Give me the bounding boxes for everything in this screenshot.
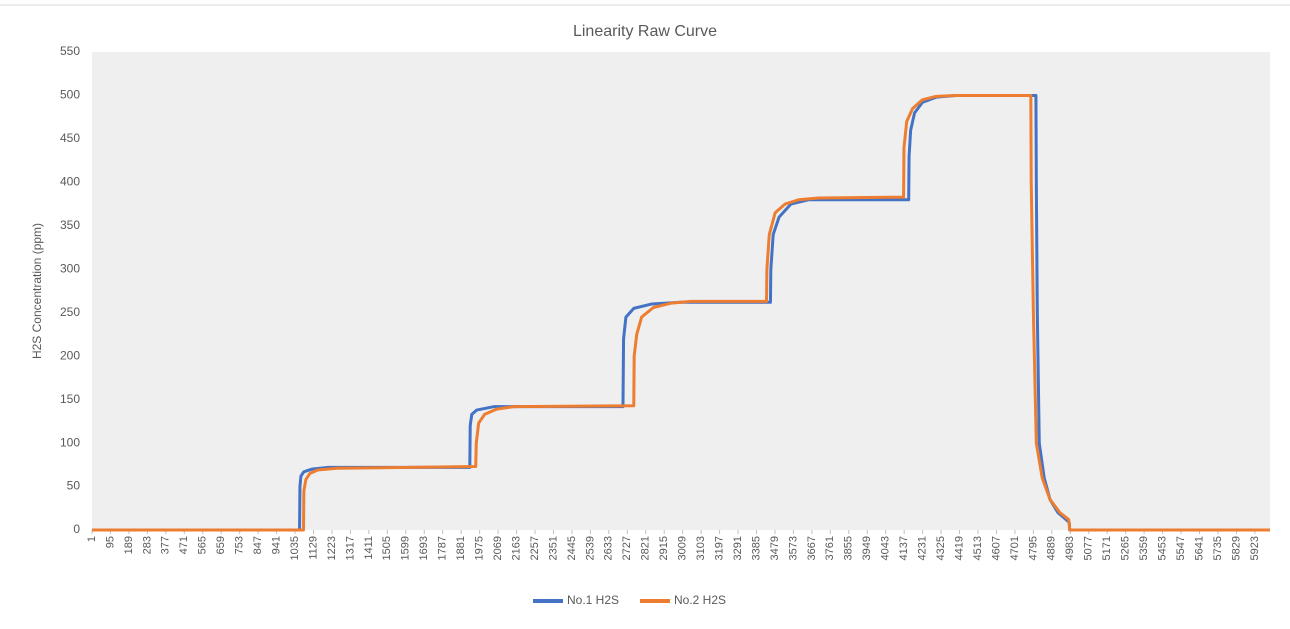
- x-tick-label: 4607: [990, 536, 1002, 560]
- x-tick-label: 4513: [972, 536, 984, 560]
- x-tick-label: 3667: [806, 536, 818, 560]
- plot-area: [92, 52, 1270, 530]
- y-tick-label: 550: [60, 44, 80, 58]
- x-tick-label: 5171: [1101, 536, 1113, 560]
- legend-label: No.1 H2S: [567, 593, 619, 607]
- x-tick-label: 1129: [307, 536, 319, 560]
- x-tick-label: 1599: [400, 536, 412, 560]
- x-tick-label: 941: [270, 536, 282, 554]
- x-tick-label: 377: [160, 536, 172, 554]
- x-tick-label: 189: [123, 536, 135, 554]
- x-tick-label: 5077: [1083, 536, 1095, 560]
- x-tick-label: 2069: [492, 536, 504, 560]
- x-tick-label: 2257: [529, 536, 541, 560]
- x-tick-label: 4419: [953, 536, 965, 560]
- y-tick-label: 150: [60, 392, 80, 406]
- x-tick-label: 471: [178, 536, 190, 554]
- x-tick-label: 2163: [510, 536, 522, 560]
- x-tick-label: 2727: [621, 536, 633, 560]
- x-tick-label: 1411: [363, 536, 375, 560]
- y-tick-label: 450: [60, 131, 80, 145]
- x-tick-label: 4231: [917, 536, 929, 560]
- x-tick-label: 4137: [898, 536, 910, 560]
- x-tick-label: 5359: [1138, 536, 1150, 560]
- y-axis-label: H2S Concentration (ppm): [30, 223, 44, 359]
- x-tick-label: 1317: [344, 536, 356, 560]
- x-tick-label: 4983: [1064, 536, 1076, 560]
- x-tick-label: 4795: [1027, 536, 1039, 560]
- x-tick-label: 2445: [566, 536, 578, 560]
- x-tick-label: 1975: [474, 536, 486, 560]
- x-tick-label: 4889: [1046, 536, 1058, 560]
- x-tick-label: 3385: [750, 536, 762, 560]
- x-tick-label: 565: [197, 536, 209, 554]
- x-tick-label: 847: [252, 536, 264, 554]
- series-line: [92, 93, 1270, 532]
- x-tick-label: 2633: [603, 536, 615, 560]
- y-tick-label: 350: [60, 218, 80, 232]
- x-tick-label: 3949: [861, 536, 873, 560]
- y-tick-label: 0: [73, 522, 80, 536]
- y-tick-label: 250: [60, 305, 80, 319]
- x-tick-label: 4325: [935, 536, 947, 560]
- x-tick-label: 2821: [640, 536, 652, 560]
- y-tick-label: 500: [60, 88, 80, 102]
- x-tick-label: 5453: [1156, 536, 1168, 560]
- x-tick-label: 3197: [713, 536, 725, 560]
- x-tick-label: 4701: [1009, 536, 1021, 560]
- x-tick-label: 3479: [769, 536, 781, 560]
- x-tick-label: 1787: [437, 536, 449, 560]
- x-tick-label: 5735: [1212, 536, 1224, 560]
- x-tick-label: 1881: [455, 536, 467, 560]
- y-tick-label: 200: [60, 348, 80, 362]
- x-tick-label: 1223: [326, 536, 338, 560]
- x-tick-label: 3291: [732, 536, 744, 560]
- x-tick-label: 5641: [1193, 536, 1205, 560]
- x-tick-label: 1: [86, 536, 98, 542]
- x-tick-label: 3855: [843, 536, 855, 560]
- y-tick-label: 300: [60, 261, 80, 275]
- x-tick-label: 5923: [1249, 536, 1261, 560]
- x-tick-label: 283: [141, 536, 153, 554]
- x-tick-label: 3009: [677, 536, 689, 560]
- y-tick-label: 50: [67, 479, 81, 493]
- x-tick-label: 5265: [1120, 536, 1132, 560]
- x-tick-label: 95: [104, 536, 116, 548]
- legend-label: No.2 H2S: [674, 593, 726, 607]
- x-tick-label: 3573: [787, 536, 799, 560]
- x-tick-label: 1505: [381, 536, 393, 560]
- x-tick-label: 4043: [880, 536, 892, 560]
- x-tick-label: 5547: [1175, 536, 1187, 560]
- chart-title: Linearity Raw Curve: [573, 23, 717, 40]
- x-tick-label: 1035: [289, 536, 301, 560]
- y-tick-label: 100: [60, 435, 80, 449]
- x-tick-label: 2915: [658, 536, 670, 560]
- x-tick-label: 753: [234, 536, 246, 554]
- x-tick-label: 3103: [695, 536, 707, 560]
- x-tick-label: 1693: [418, 536, 430, 560]
- x-tick-label: 2351: [547, 536, 559, 560]
- x-tick-label: 659: [215, 536, 227, 554]
- x-tick-label: 3761: [824, 536, 836, 560]
- x-tick-label: 5829: [1230, 536, 1242, 560]
- x-tick-label: 2539: [584, 536, 596, 560]
- y-tick-label: 400: [60, 175, 80, 189]
